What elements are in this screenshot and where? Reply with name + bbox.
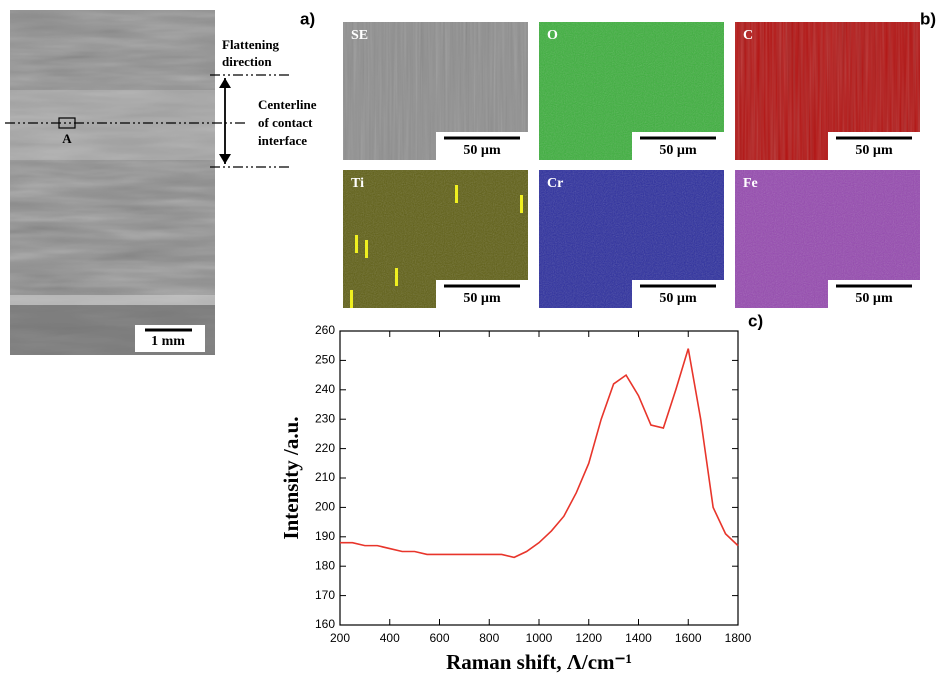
x-tick-label: 800: [479, 631, 499, 645]
map-label: Fe: [743, 176, 758, 191]
scale-label: 1 mm: [151, 334, 185, 349]
y-tick-label: 210: [315, 470, 335, 484]
region-label: A: [62, 131, 72, 146]
sem-band: [10, 295, 215, 305]
scale-label: 50 µm: [463, 143, 501, 158]
y-tick-label: 220: [315, 441, 335, 455]
x-tick-label: 1400: [625, 631, 652, 645]
y-tick-label: 250: [315, 353, 335, 367]
map-label: SE: [351, 28, 368, 43]
x-axis-label: Raman shift, Λ/cm⁻¹: [446, 650, 632, 674]
panel-label: b): [920, 9, 936, 28]
map-spot: [355, 235, 358, 253]
annotation: direction: [222, 54, 272, 69]
y-tick-label: 170: [315, 588, 335, 602]
y-tick-label: 160: [315, 617, 335, 631]
y-axis-label: Intensity /a.u.: [279, 416, 303, 539]
panel-label: c): [748, 311, 763, 330]
y-tick-label: 230: [315, 411, 335, 425]
map-spot: [365, 240, 368, 258]
y-tick-label: 180: [315, 558, 335, 572]
map-spot: [520, 195, 523, 213]
x-tick-label: 200: [330, 631, 350, 645]
y-tick-label: 240: [315, 382, 335, 396]
y-tick-label: 200: [315, 500, 335, 514]
scale-label: 50 µm: [855, 143, 893, 158]
scale-label: 50 µm: [855, 291, 893, 306]
arrow-head: [219, 78, 231, 164]
annotation: Centerline: [258, 97, 317, 112]
map-spot: [395, 268, 398, 286]
region-box: [58, 117, 76, 129]
scale-label: 50 µm: [463, 291, 501, 306]
map-spot: [350, 290, 353, 308]
scale-label: 50 µm: [659, 143, 697, 158]
x-tick-label: 1200: [575, 631, 602, 645]
annotation: of contact: [258, 115, 313, 130]
y-tick-label: 260: [315, 323, 335, 337]
map-label: O: [547, 28, 558, 43]
spectrum-line: [340, 348, 739, 559]
map-spot: [455, 185, 458, 203]
map-label: Ti: [351, 176, 364, 191]
map-label: C: [743, 28, 753, 43]
x-tick-label: 1600: [675, 631, 702, 645]
map-label: Cr: [547, 176, 563, 191]
panel-label: a): [300, 9, 315, 28]
scale-label: 50 µm: [659, 291, 697, 306]
x-tick-label: 1000: [526, 631, 553, 645]
x-tick-label: 600: [429, 631, 449, 645]
sem-band: [10, 90, 215, 160]
y-tick-label: 190: [315, 529, 335, 543]
annotation: interface: [258, 133, 307, 148]
annotation: Flattening: [222, 37, 280, 52]
x-tick-label: 1800: [725, 631, 752, 645]
x-tick-label: 400: [380, 631, 400, 645]
plot-frame: [339, 330, 739, 626]
